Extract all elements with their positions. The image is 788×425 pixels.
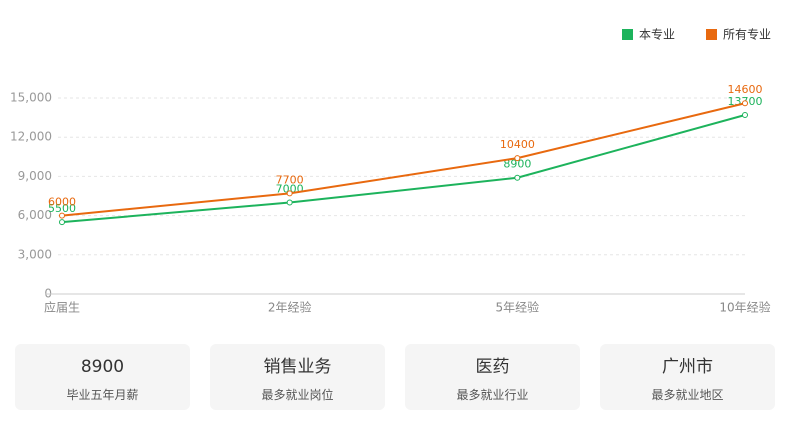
x-tick-label: 2年经验 [268, 300, 312, 315]
point [514, 174, 521, 181]
chart: 03,0006,0009,00012,00015,000应届生2年经验5年经验1… [10, 27, 771, 315]
x-tick-label: 10年经验 [719, 300, 770, 315]
card-label: 最多就业地区 [651, 388, 724, 402]
card: 8900 毕业五年月薪 [15, 344, 190, 410]
card: 销售业务最多就业岗位 [210, 344, 385, 410]
point [59, 212, 65, 219]
data-label: 8900 [503, 158, 531, 171]
legend-label: 所有专业 [723, 27, 771, 42]
card-label: 最多就业行业 [456, 388, 529, 402]
card-value: 销售业务 [263, 357, 332, 377]
point [742, 111, 748, 118]
card-value: 广州市 [662, 357, 713, 377]
line [61, 114, 746, 224]
legend-swatch [622, 29, 633, 40]
data-label: 10400 [500, 138, 535, 151]
point [286, 190, 293, 197]
y-tick-label: 15,000 [10, 91, 52, 105]
y-tick-label: 3,000 [18, 247, 52, 261]
data-label: 5500 [48, 202, 76, 215]
point [742, 100, 748, 107]
point [514, 155, 521, 162]
x-tick-label: 5年经验 [496, 300, 540, 315]
legend-label: 本专业 [639, 27, 675, 42]
x-tick-label: 应届生 [44, 300, 80, 315]
line [61, 102, 746, 217]
data-label: 6000 [48, 196, 76, 209]
y-tick-label: 12,000 [10, 130, 52, 144]
y-tick-label: 6,000 [18, 208, 52, 222]
card-label: 最多就业岗位 [261, 388, 334, 402]
cards: 8900 毕业五年月薪 销售业务最多就业岗位 医药最多就业行业 广州市最多就业地区 [15, 344, 775, 410]
card: 医药 最多就业行业 [405, 344, 580, 410]
point [286, 199, 293, 206]
legend-swatch [706, 29, 717, 40]
point [59, 219, 65, 226]
card-label: 毕业五年月薪 [66, 388, 139, 402]
y-tick-label: 9,000 [18, 169, 52, 183]
data-label: 7700 [276, 173, 304, 186]
card: 广州市 最多就业地区 [600, 344, 775, 410]
card-value: 8900 [80, 357, 125, 377]
data-label: 14600 [728, 83, 763, 96]
card-value: 医药 [475, 357, 510, 377]
